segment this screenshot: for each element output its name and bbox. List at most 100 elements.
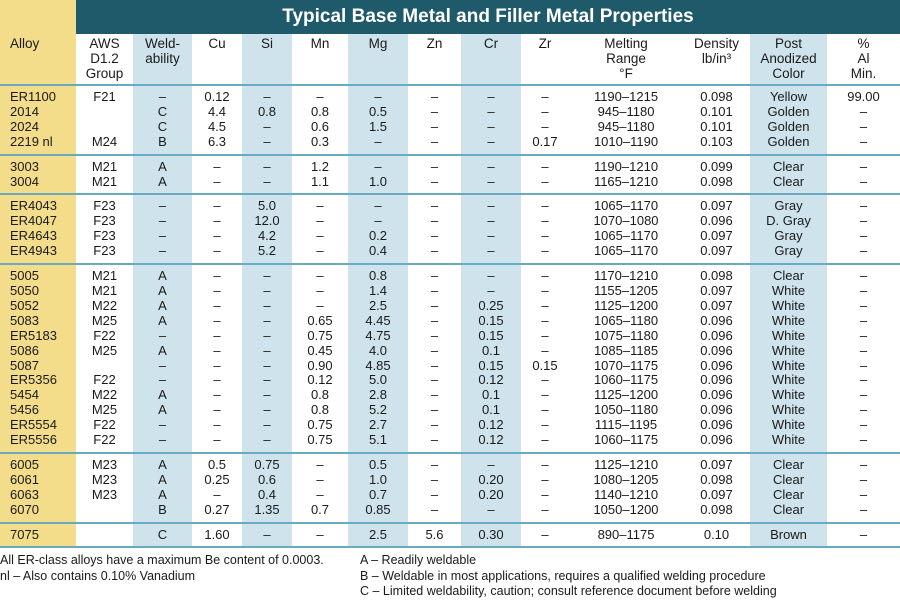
cell-aws-group: M25 [76, 343, 133, 359]
cell-zn: – [408, 328, 461, 344]
cell-density: 0.096 [683, 328, 750, 344]
spacer-cell [292, 264, 348, 270]
cell-alloy: ER5356 [0, 373, 76, 389]
weldability-legend-line: B – Weldable in most applications, requi… [360, 568, 766, 583]
spacer-cell [408, 447, 461, 453]
cell-weldability: B [133, 134, 192, 150]
cell-weldability: – [133, 89, 192, 105]
spacer-cell [76, 542, 133, 548]
cell-cu: 6.3 [192, 134, 242, 150]
cell-mg: 1.0 [348, 472, 408, 488]
cell-cr: – [461, 199, 521, 215]
cell-aws-group: M21 [76, 159, 133, 175]
row-spacer [0, 542, 900, 548]
cell-weldability: C [133, 119, 192, 135]
cell-cr: 0.20 [461, 472, 521, 488]
cell-anodized-color: White [750, 387, 827, 404]
cell-mn: – [292, 89, 348, 105]
spacer-cell [292, 85, 348, 90]
cell-density: 0.101 [683, 119, 750, 135]
spacer-cell [408, 542, 461, 548]
cell-si: – [242, 387, 292, 404]
cell-zr: – [521, 373, 569, 389]
table-row: 5456 M25 A – –0.8 5.2–0.1–1050–1180 0.096 White… [0, 402, 900, 419]
cell-aws-group: F21 [76, 89, 133, 105]
cell-mg: 4.75 [348, 328, 408, 344]
cell-anodized-color: Golden [750, 134, 827, 150]
cell-anodized-color: White [750, 417, 827, 434]
spacer-cell [683, 264, 750, 270]
cell-mn: – [292, 457, 348, 473]
table-row: 2014 C 4.4 0.8 0.8 0.5– – –945–1180 0.101 Golden – [0, 104, 900, 120]
cell-si: 0.6 [242, 472, 292, 488]
cell-melting-range: 1065–1170 [569, 243, 683, 260]
cell-anodized-color: Clear [750, 174, 827, 190]
cell-si: – [242, 358, 292, 374]
row-spacer [0, 452, 900, 458]
cell-melting-range: 945–1180 [569, 119, 683, 135]
cell-si: – [242, 119, 292, 135]
cell-mg: 4.85 [348, 358, 408, 374]
header-anodized-color: Post Anodized Color [750, 34, 827, 85]
cell-cu: 0.5 [192, 457, 242, 473]
cell-zr: – [521, 243, 569, 260]
cell-melting-range: 1140–1210 [569, 487, 683, 503]
row-spacer [0, 154, 900, 160]
table-row: 5083 M25 A – –0.65 4.45–0.15–1065–1180 0.096 Wh… [0, 313, 900, 329]
header-mn-line: Mn [310, 36, 330, 51]
table-row: ER4043 F23– –5.0– – – – –1065–1170 0.097 Gray – [0, 199, 900, 215]
cell-al-min: – [827, 159, 900, 175]
spacer-cell [827, 154, 900, 160]
cell-zr: 0.15 [521, 358, 569, 374]
spacer-cell [0, 452, 76, 458]
spacer-cell [133, 154, 192, 160]
cell-alloy: 6070 [0, 502, 76, 518]
cell-cr: – [461, 174, 521, 190]
cell-weldability: A [133, 472, 192, 488]
spacer-cell [0, 149, 76, 155]
spacer-cell [242, 447, 292, 453]
cell-melting-range: 1155–1205 [569, 283, 683, 299]
cell-si: – [242, 159, 292, 175]
cell-mg: 2.7 [348, 417, 408, 434]
spacer-cell [461, 154, 521, 160]
cell-zr: – [521, 502, 569, 518]
cell-aws-group: F22 [76, 328, 133, 344]
header-corner [0, 0, 76, 34]
cell-si: 12.0 [242, 213, 292, 230]
cell-zn: – [408, 268, 461, 284]
spacer-cell [827, 542, 900, 548]
spacer-cell [461, 264, 521, 270]
cell-al-min: – [827, 387, 900, 404]
header-cr-line: Cr [483, 36, 499, 51]
spacer-cell [683, 194, 750, 200]
cell-cr: 0.12 [461, 417, 521, 434]
spacer-cell [0, 259, 76, 265]
cell-al-min: – [827, 104, 900, 120]
cell-zr: – [521, 457, 569, 473]
cell-anodized-color: White [750, 358, 827, 374]
spacer-cell [461, 85, 521, 90]
cell-zr: – [521, 228, 569, 245]
spacer-cell [348, 154, 408, 160]
spacer-cell [292, 149, 348, 155]
header-anodized-color-line: Color [772, 66, 805, 81]
cell-mg: – [348, 89, 408, 105]
cell-density: 0.096 [683, 343, 750, 359]
cell-mn: 0.3 [292, 134, 348, 150]
cell-mn: – [292, 472, 348, 488]
cell-anodized-color: White [750, 313, 827, 329]
spacer-cell [292, 452, 348, 458]
cell-density: 0.096 [683, 432, 750, 448]
cell-weldability: A [133, 457, 192, 473]
spacer-cell [569, 264, 683, 270]
cell-cu: – [192, 387, 242, 404]
spacer-cell [521, 154, 569, 160]
cell-zr: – [521, 89, 569, 105]
cell-zn: – [408, 243, 461, 260]
cell-al-min: – [827, 373, 900, 389]
header-cu-line: Cu [208, 36, 226, 51]
cell-si: – [242, 89, 292, 105]
cell-density: 0.097 [683, 228, 750, 245]
cell-zr: – [521, 119, 569, 135]
